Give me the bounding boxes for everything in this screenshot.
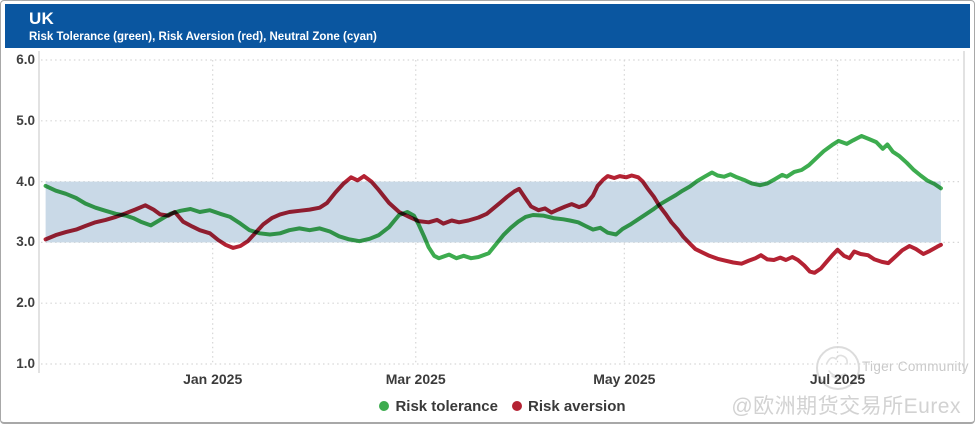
x-axis-tick-label: May 2025 (593, 371, 656, 387)
y-axis-tick-label: 3.0 (16, 234, 35, 250)
x-axis-tick-label: Jul 2025 (809, 371, 866, 387)
legend-label-risk-tolerance: Risk tolerance (395, 397, 498, 415)
series-line-risk-aversion (43, 173, 943, 275)
panel-title: UK (29, 9, 54, 28)
watermark-brand-text: Tiger Community (862, 359, 969, 374)
x-axis-tick-label: Mar 2025 (385, 371, 446, 387)
chart-legend: Risk tolerance Risk aversion (41, 395, 964, 417)
watermark-handle-text: @欧洲期货交易所Eurex (731, 395, 961, 418)
x-axis-tick-label: Jan 2025 (183, 371, 243, 387)
panel-subtitle: Risk Tolerance (green), Risk Aversion (r… (29, 31, 377, 43)
y-axis-tick-label: 1.0 (16, 356, 35, 371)
panel-header: UK Risk Tolerance (green), Risk Aversion… (5, 4, 970, 48)
legend-item-risk-aversion: Risk aversion (511, 397, 626, 415)
series-line-risk-tolerance (43, 134, 943, 261)
legend-dot-green-icon (379, 401, 390, 411)
y-axis-tick-label: 5.0 (16, 112, 35, 128)
y-axis-tick-label: 4.0 (16, 173, 35, 189)
legend-label-risk-aversion: Risk aversion (527, 397, 626, 415)
y-axis-tick-label: 2.0 (16, 295, 35, 311)
legend-dot-red-icon (511, 401, 522, 411)
y-axis-tick-label: 6.0 (16, 52, 35, 67)
legend-item-risk-tolerance: Risk tolerance (379, 398, 498, 415)
